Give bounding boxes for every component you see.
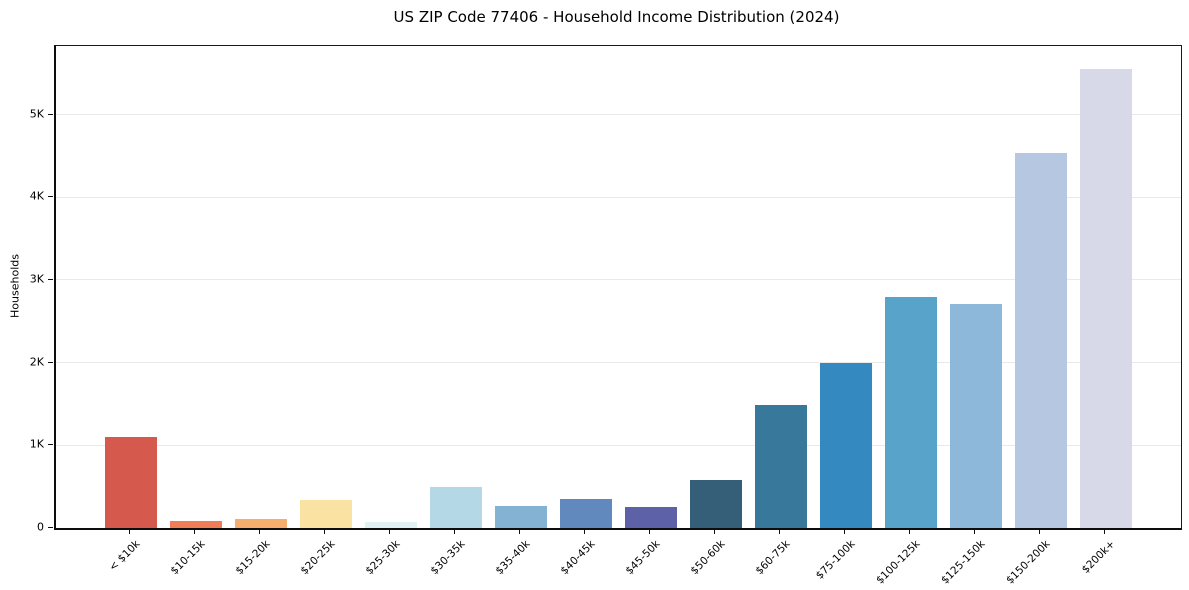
bar-10-15k bbox=[170, 521, 222, 528]
bar-100-125k bbox=[885, 297, 937, 528]
bar-40-45k bbox=[560, 498, 612, 528]
y-tick-mark bbox=[48, 444, 53, 446]
y-tick-label: 2K bbox=[29, 355, 44, 369]
x-tick-label: $125-150k bbox=[938, 538, 988, 587]
y-tick-mark bbox=[48, 113, 53, 115]
bar-50-60k bbox=[690, 479, 742, 528]
x-tick-mark bbox=[259, 529, 260, 534]
bar-30-35k bbox=[430, 486, 482, 528]
x-tick-mark bbox=[584, 529, 585, 534]
gridline bbox=[56, 279, 1181, 281]
y-tick-label: 4K bbox=[29, 189, 44, 203]
x-tick-label: $20-25k bbox=[298, 538, 338, 578]
x-tick-label: $45-50k bbox=[623, 538, 663, 578]
x-tick-label: $40-45k bbox=[558, 538, 598, 578]
bar-15-20k bbox=[235, 519, 287, 528]
y-tick-label: 1K bbox=[29, 437, 44, 451]
y-tick-label: 0 bbox=[37, 520, 44, 534]
x-tick-mark bbox=[844, 529, 845, 534]
x-tick-mark bbox=[1039, 529, 1040, 534]
x-tick-mark bbox=[129, 529, 130, 534]
x-tick-mark bbox=[974, 529, 975, 534]
x-tick-mark bbox=[779, 529, 780, 534]
x-tick-mark bbox=[909, 529, 910, 534]
x-tick-label: $25-30k bbox=[363, 538, 403, 578]
chart-title: US ZIP Code 77406 - Household Income Dis… bbox=[393, 8, 840, 26]
x-tick-label: $30-35k bbox=[428, 538, 468, 578]
x-tick-label: $35-40k bbox=[493, 538, 533, 578]
y-tick-mark bbox=[48, 196, 53, 198]
x-tick-label: $15-20k bbox=[233, 538, 273, 578]
y-tick-label: 3K bbox=[29, 272, 44, 286]
gridline bbox=[56, 196, 1181, 198]
x-tick-label: $150-200k bbox=[1003, 538, 1053, 587]
x-tick-mark bbox=[519, 529, 520, 534]
x-tick-mark bbox=[649, 529, 650, 534]
plot-area bbox=[54, 45, 1182, 530]
x-tick-label: $60-75k bbox=[753, 538, 793, 578]
bar-45-50k bbox=[625, 506, 677, 528]
x-tick-label: < $10k bbox=[106, 538, 143, 574]
y-axis-label: Households bbox=[8, 254, 22, 318]
y-tick-mark bbox=[48, 361, 53, 363]
bar-35-40k bbox=[495, 505, 547, 528]
x-tick-label: $100-125k bbox=[873, 538, 923, 587]
x-tick-label: $50-60k bbox=[688, 538, 728, 578]
bar-10k bbox=[105, 437, 157, 528]
x-tick-mark bbox=[389, 529, 390, 534]
bar-75-100k bbox=[820, 362, 872, 528]
y-tick-mark bbox=[48, 278, 53, 280]
bar-60-75k bbox=[755, 404, 807, 528]
bar-125-150k bbox=[950, 303, 1002, 528]
gridline bbox=[56, 362, 1181, 364]
x-tick-mark bbox=[1104, 529, 1105, 534]
bar-150-200k bbox=[1015, 153, 1067, 528]
x-tick-mark bbox=[454, 529, 455, 534]
gridline bbox=[56, 444, 1181, 446]
bar-200k bbox=[1080, 69, 1132, 528]
x-tick-mark bbox=[324, 529, 325, 534]
y-tick-mark bbox=[48, 527, 53, 528]
y-tick-label: 5K bbox=[29, 107, 44, 121]
x-tick-label: $75-100k bbox=[813, 538, 858, 582]
bar-20-25k bbox=[300, 500, 352, 528]
x-tick-mark bbox=[194, 529, 195, 534]
gridline bbox=[56, 114, 1181, 116]
x-tick-label: $200k+ bbox=[1079, 538, 1118, 576]
bar-25-30k bbox=[365, 521, 417, 528]
x-tick-label: $10-15k bbox=[168, 538, 208, 578]
x-tick-mark bbox=[714, 529, 715, 534]
